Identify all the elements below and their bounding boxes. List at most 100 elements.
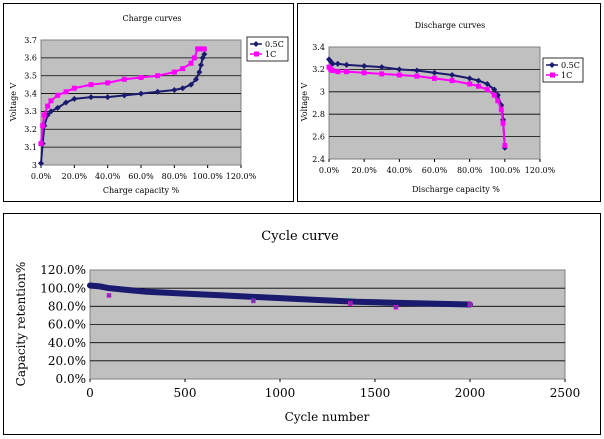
y-tick-label: 120.0% (40, 263, 86, 277)
plot-area (40, 39, 242, 166)
data-point (121, 76, 127, 82)
legend-box (542, 57, 584, 83)
data-point (171, 87, 178, 93)
data-point (475, 77, 482, 84)
data-point (494, 92, 501, 99)
data-point (484, 87, 490, 93)
data-point (344, 69, 350, 75)
data-point (467, 302, 473, 307)
data-point (155, 73, 161, 79)
data-point (171, 69, 177, 75)
data-point (484, 80, 491, 87)
x-tick-label: 40.0% (95, 172, 121, 181)
data-point (201, 51, 208, 58)
legend-marker (549, 62, 555, 68)
legend-box (246, 36, 289, 62)
data-point (154, 88, 161, 95)
data-point (449, 72, 456, 78)
y-tick-label: 3.6 (24, 54, 37, 63)
data-point (54, 104, 61, 111)
data-point (413, 67, 420, 74)
data-point (502, 143, 508, 149)
data-point (475, 83, 481, 89)
y-tick-label: 3.2 (312, 65, 325, 74)
legend-label: 0.5C (561, 61, 580, 70)
y-tick-label: 40.0% (48, 336, 86, 350)
charge-chart: 3 3.1 3.2 3.3 3.4 3.5 3.6 3.7 0.0% 20.0% 40.0% 60.0… (9, 14, 289, 195)
legend-marker (550, 72, 555, 78)
data-point (361, 63, 368, 70)
data-point (396, 72, 402, 78)
data-point (106, 293, 112, 298)
data-point (38, 160, 44, 167)
data-point (193, 76, 199, 83)
chart-title: Cycle curve (261, 229, 339, 244)
data-point (431, 69, 438, 76)
data-point (104, 94, 111, 101)
data-point (45, 103, 51, 109)
data-point (191, 55, 197, 61)
x-tick-label: 120.0% (525, 166, 556, 175)
data-point (330, 68, 336, 74)
y-tick-label: 2.8 (312, 110, 325, 119)
data-point (196, 69, 203, 76)
x-tick-label: 1000 (265, 386, 296, 400)
data-point (347, 301, 353, 306)
x-tick-label: 60.0% (128, 172, 154, 181)
data-point (335, 69, 341, 75)
data-point (467, 81, 473, 87)
data-point (449, 78, 455, 84)
x-tick-label: 0.0% (31, 172, 52, 181)
x-tick-label: 40.0% (387, 166, 413, 175)
cycle-chart-panel: 0.0% 20.0% 40.0% 60.0% 80.0% 100.0% 120.0% 0 500… (3, 213, 601, 435)
data-point (40, 123, 46, 129)
data-point (48, 108, 54, 115)
data-point (414, 73, 420, 79)
x-axis-label: Discharge capacity % (412, 185, 500, 194)
x-tick-label: 0 (86, 386, 94, 400)
charge-chart-panel: 3 3.1 3.2 3.3 3.4 3.5 3.6 3.7 0.0% 20.0% 40.0% 60.0… (3, 3, 294, 202)
data-point (466, 75, 473, 82)
y-tick-label: 3 (320, 88, 325, 97)
data-point (393, 304, 399, 310)
data-point (71, 85, 77, 91)
data-point (201, 46, 207, 52)
y-axis-label: Capacity retention% (14, 262, 28, 387)
data-point (334, 60, 341, 67)
y-tick-label: 100.0% (40, 281, 86, 295)
x-axis-label: Cycle number (285, 410, 370, 424)
data-point (491, 92, 497, 98)
y-tick-label: 3.4 (24, 89, 37, 98)
data-point (195, 46, 201, 52)
x-tick-label: 80.0% (162, 172, 188, 181)
data-point (38, 141, 44, 147)
x-tick-label: 20.0% (62, 172, 88, 181)
x-tick-label: 120.0% (226, 172, 257, 181)
data-point (396, 66, 403, 73)
data-point (188, 81, 194, 88)
data-point (188, 60, 194, 66)
y-tick-label: 80.0% (48, 300, 86, 314)
data-point (179, 85, 186, 92)
y-tick-label: 3.5 (24, 72, 37, 81)
x-tick-label: 100.0% (490, 166, 521, 175)
plot-area (328, 46, 541, 160)
data-point (379, 71, 385, 77)
x-axis-label: Charge capacity % (103, 186, 180, 195)
cycle-chart: 0.0% 20.0% 40.0% 60.0% 80.0% 100.0% 120.0% 0 500… (14, 229, 581, 424)
y-tick-label: 20.0% (48, 354, 86, 368)
data-point (198, 62, 204, 68)
data-point (105, 80, 111, 86)
y-tick-label: 3.7 (24, 36, 37, 45)
data-point (138, 90, 144, 97)
data-point (498, 107, 504, 113)
legend-label: 1C (561, 71, 572, 80)
data-point (71, 95, 78, 102)
y-tick-label: 0.0% (56, 372, 87, 386)
y-axis-label: Voltage V (9, 82, 18, 122)
y-tick-label: 3.2 (24, 125, 37, 134)
legend-label: 1C (265, 50, 276, 59)
x-tick-label: 100.0% (192, 172, 223, 181)
x-tick-label: 2500 (550, 386, 581, 400)
x-tick-label: 2000 (455, 386, 486, 400)
